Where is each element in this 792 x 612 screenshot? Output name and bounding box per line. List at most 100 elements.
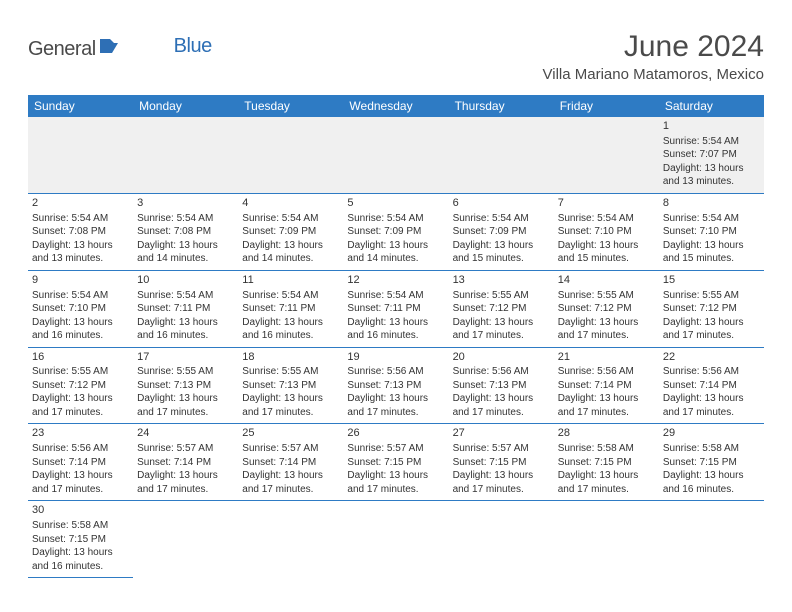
sunrise-text: Sunrise: 5:54 AM [32, 289, 129, 303]
location: Villa Mariano Matamoros, Mexico [543, 66, 764, 83]
daylight-text: Daylight: 13 hours and 13 minutes. [32, 239, 129, 266]
day-header-monday: Monday [133, 95, 238, 117]
calendar-cell: 8Sunrise: 5:54 AMSunset: 7:10 PMDaylight… [659, 193, 764, 270]
day-number: 10 [137, 273, 234, 288]
calendar-cell: 3Sunrise: 5:54 AMSunset: 7:08 PMDaylight… [133, 193, 238, 270]
day-number: 7 [558, 196, 655, 211]
daylight-text: Daylight: 13 hours and 17 minutes. [32, 392, 129, 419]
sunset-text: Sunset: 7:09 PM [347, 225, 444, 239]
daylight-text: Daylight: 13 hours and 17 minutes. [558, 316, 655, 343]
daylight-text: Daylight: 13 hours and 17 minutes. [663, 392, 760, 419]
sunset-text: Sunset: 7:15 PM [453, 456, 550, 470]
daylight-text: Daylight: 13 hours and 17 minutes. [347, 392, 444, 419]
day-header-wednesday: Wednesday [343, 95, 448, 117]
day-number: 16 [32, 350, 129, 365]
sunset-text: Sunset: 7:13 PM [242, 379, 339, 393]
daylight-text: Daylight: 13 hours and 17 minutes. [242, 392, 339, 419]
sunset-text: Sunset: 7:14 PM [663, 379, 760, 393]
calendar-cell: 22Sunrise: 5:56 AMSunset: 7:14 PMDayligh… [659, 347, 764, 424]
calendar-cell: 18Sunrise: 5:55 AMSunset: 7:13 PMDayligh… [238, 347, 343, 424]
calendar-week-row: 30Sunrise: 5:58 AMSunset: 7:15 PMDayligh… [28, 501, 764, 578]
calendar-cell: 14Sunrise: 5:55 AMSunset: 7:12 PMDayligh… [554, 270, 659, 347]
sunrise-text: Sunrise: 5:58 AM [663, 442, 760, 456]
calendar-cell: 1Sunrise: 5:54 AMSunset: 7:07 PMDaylight… [659, 117, 764, 193]
day-number: 24 [137, 426, 234, 441]
day-header-tuesday: Tuesday [238, 95, 343, 117]
daylight-text: Daylight: 13 hours and 17 minutes. [137, 469, 234, 496]
sunrise-text: Sunrise: 5:56 AM [32, 442, 129, 456]
daylight-text: Daylight: 13 hours and 17 minutes. [663, 316, 760, 343]
sunset-text: Sunset: 7:15 PM [558, 456, 655, 470]
sunset-text: Sunset: 7:13 PM [453, 379, 550, 393]
calendar-cell: 24Sunrise: 5:57 AMSunset: 7:14 PMDayligh… [133, 424, 238, 501]
calendar-cell: 9Sunrise: 5:54 AMSunset: 7:10 PMDaylight… [28, 270, 133, 347]
sunset-text: Sunset: 7:15 PM [347, 456, 444, 470]
sunset-text: Sunset: 7:11 PM [137, 302, 234, 316]
sunset-text: Sunset: 7:14 PM [32, 456, 129, 470]
daylight-text: Daylight: 13 hours and 17 minutes. [242, 469, 339, 496]
month-title: June 2024 [543, 30, 764, 64]
calendar-cell [449, 117, 554, 193]
calendar-cell [133, 117, 238, 193]
daylight-text: Daylight: 13 hours and 17 minutes. [558, 392, 655, 419]
day-number: 25 [242, 426, 339, 441]
calendar-cell: 29Sunrise: 5:58 AMSunset: 7:15 PMDayligh… [659, 424, 764, 501]
calendar-cell: 19Sunrise: 5:56 AMSunset: 7:13 PMDayligh… [343, 347, 448, 424]
sunrise-text: Sunrise: 5:54 AM [137, 212, 234, 226]
sunrise-text: Sunrise: 5:54 AM [663, 212, 760, 226]
daylight-text: Daylight: 13 hours and 15 minutes. [453, 239, 550, 266]
day-number: 18 [242, 350, 339, 365]
sunrise-text: Sunrise: 5:55 AM [558, 289, 655, 303]
logo: General Blue [28, 30, 212, 61]
calendar-body: 1Sunrise: 5:54 AMSunset: 7:07 PMDaylight… [28, 117, 764, 578]
sunrise-text: Sunrise: 5:56 AM [347, 365, 444, 379]
daylight-text: Daylight: 13 hours and 17 minutes. [453, 316, 550, 343]
daylight-text: Daylight: 13 hours and 16 minutes. [137, 316, 234, 343]
sunset-text: Sunset: 7:08 PM [32, 225, 129, 239]
daylight-text: Daylight: 13 hours and 15 minutes. [663, 239, 760, 266]
calendar-cell: 2Sunrise: 5:54 AMSunset: 7:08 PMDaylight… [28, 193, 133, 270]
day-number: 30 [32, 503, 129, 518]
sunrise-text: Sunrise: 5:57 AM [453, 442, 550, 456]
daylight-text: Daylight: 13 hours and 13 minutes. [663, 162, 760, 189]
calendar-cell: 30Sunrise: 5:58 AMSunset: 7:15 PMDayligh… [28, 501, 133, 578]
logo-flag-icon [100, 39, 122, 58]
daylight-text: Daylight: 13 hours and 17 minutes. [137, 392, 234, 419]
sunrise-text: Sunrise: 5:57 AM [242, 442, 339, 456]
day-number: 9 [32, 273, 129, 288]
day-number: 21 [558, 350, 655, 365]
sunset-text: Sunset: 7:12 PM [663, 302, 760, 316]
calendar-table: Sunday Monday Tuesday Wednesday Thursday… [28, 95, 764, 578]
sunrise-text: Sunrise: 5:57 AM [137, 442, 234, 456]
daylight-text: Daylight: 13 hours and 14 minutes. [347, 239, 444, 266]
day-number: 27 [453, 426, 550, 441]
sunset-text: Sunset: 7:10 PM [32, 302, 129, 316]
calendar-cell: 27Sunrise: 5:57 AMSunset: 7:15 PMDayligh… [449, 424, 554, 501]
calendar-cell: 28Sunrise: 5:58 AMSunset: 7:15 PMDayligh… [554, 424, 659, 501]
calendar-cell: 6Sunrise: 5:54 AMSunset: 7:09 PMDaylight… [449, 193, 554, 270]
day-number: 20 [453, 350, 550, 365]
daylight-text: Daylight: 13 hours and 17 minutes. [32, 469, 129, 496]
daylight-text: Daylight: 13 hours and 16 minutes. [32, 546, 129, 573]
calendar-cell [343, 117, 448, 193]
calendar-cell [28, 117, 133, 193]
calendar-cell: 20Sunrise: 5:56 AMSunset: 7:13 PMDayligh… [449, 347, 554, 424]
calendar-cell [659, 501, 764, 578]
sunrise-text: Sunrise: 5:54 AM [32, 212, 129, 226]
calendar-cell: 26Sunrise: 5:57 AMSunset: 7:15 PMDayligh… [343, 424, 448, 501]
sunset-text: Sunset: 7:14 PM [242, 456, 339, 470]
day-header-saturday: Saturday [659, 95, 764, 117]
calendar-cell [554, 501, 659, 578]
calendar-cell [554, 117, 659, 193]
day-number: 11 [242, 273, 339, 288]
sunrise-text: Sunrise: 5:54 AM [347, 289, 444, 303]
sunrise-text: Sunrise: 5:56 AM [558, 365, 655, 379]
sunrise-text: Sunrise: 5:55 AM [453, 289, 550, 303]
daylight-text: Daylight: 13 hours and 17 minutes. [453, 469, 550, 496]
daylight-text: Daylight: 13 hours and 17 minutes. [558, 469, 655, 496]
sunset-text: Sunset: 7:10 PM [558, 225, 655, 239]
sunrise-text: Sunrise: 5:54 AM [453, 212, 550, 226]
calendar-cell: 5Sunrise: 5:54 AMSunset: 7:09 PMDaylight… [343, 193, 448, 270]
daylight-text: Daylight: 13 hours and 16 minutes. [663, 469, 760, 496]
sunrise-text: Sunrise: 5:54 AM [242, 212, 339, 226]
